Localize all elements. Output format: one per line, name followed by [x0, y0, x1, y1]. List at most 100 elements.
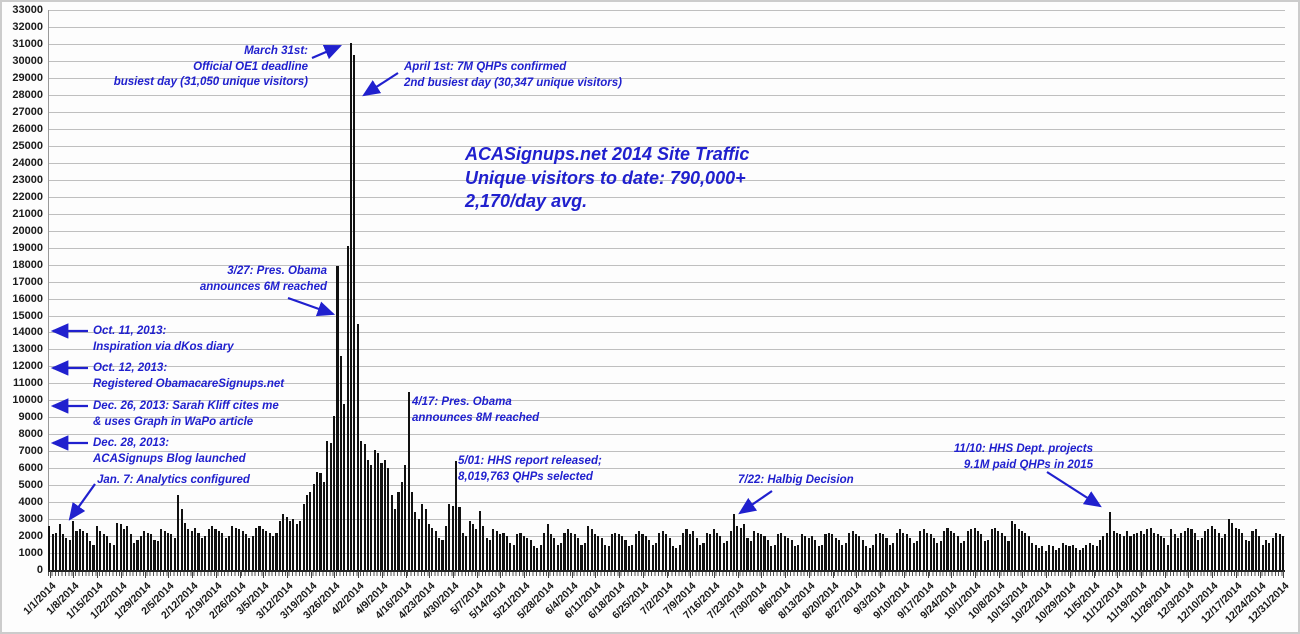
y-tick-label: 31000: [12, 37, 43, 50]
y-tick-label: 17000: [12, 275, 43, 288]
bar-day-56: [234, 527, 237, 570]
bar-day-37: [170, 534, 173, 570]
bar-day-294: [1041, 546, 1044, 570]
bar-day-258: [919, 531, 922, 570]
bar-day-24: [126, 525, 129, 570]
bar-day-179: [651, 544, 654, 570]
bar-day-95: [366, 459, 369, 570]
bar-day-67: [272, 536, 275, 570]
y-tick-label: 27000: [12, 105, 43, 118]
bar-day-347: [1220, 537, 1224, 570]
weekly-tick: [927, 571, 929, 578]
y-tick-label: 33000: [12, 4, 43, 16]
bar-day-262: [932, 537, 935, 570]
bar-day-40: [180, 508, 183, 570]
bar-day-304: [1075, 547, 1078, 570]
bar-day-245: [875, 534, 878, 570]
bar-day-131: [488, 539, 492, 570]
bar-day-255: [909, 537, 912, 570]
bar-day-208: [749, 541, 752, 570]
bar-day-65: [265, 531, 268, 570]
gridline: [48, 10, 1285, 11]
bar-day-219: [787, 537, 790, 570]
y-tick-label: 21000: [12, 207, 43, 220]
bar-day-64: [261, 529, 264, 570]
y-tick-label: 15000: [12, 309, 43, 322]
bar-day-15: [95, 525, 98, 570]
bar-day-134: [499, 534, 502, 570]
bar-day-233: [834, 537, 837, 570]
y-tick-label: 12000: [12, 360, 43, 373]
bar-day-269: [956, 536, 959, 570]
bar-day-281: [997, 531, 1000, 570]
bar-day-116: [438, 537, 441, 570]
bar-day-328: [1156, 534, 1159, 570]
bar-day-303: [1071, 544, 1074, 570]
weekly-tick: [1259, 571, 1261, 578]
bar-day-299: [1058, 547, 1061, 570]
bar-day-251: [895, 532, 898, 570]
bar-day-68: [275, 532, 278, 570]
bar-day-97: [373, 449, 376, 570]
bar-day-173: [631, 544, 634, 570]
bar-day-8: [72, 520, 75, 570]
bar-day-105: [400, 481, 403, 570]
bar-day-4: [58, 524, 61, 570]
bar-day-351: [1234, 527, 1237, 570]
bar-day-211: [760, 534, 763, 570]
bar-day-292: [1034, 544, 1037, 570]
bar-day-91: [353, 55, 356, 570]
bar-day-241: [861, 539, 864, 570]
bar-day-182: [661, 531, 664, 570]
bar-day-338: [1190, 529, 1193, 570]
bar-day-220: [790, 539, 793, 570]
bar-day-353: [1241, 532, 1244, 570]
bar-day-365: [1281, 536, 1285, 570]
bar-day-155: [570, 532, 573, 570]
y-tick-label: 16000: [12, 292, 43, 305]
bar-day-336: [1183, 531, 1186, 570]
bar-day-96: [370, 464, 373, 570]
bar-day-29: [143, 531, 146, 570]
bar-day-157: [577, 537, 580, 570]
bar-day-14: [92, 544, 95, 570]
gridline: [48, 451, 1285, 453]
weekly-tick: [263, 571, 265, 578]
bar-day-189: [685, 529, 688, 570]
weekly-tick: [1212, 571, 1214, 578]
bar-day-5: [61, 534, 64, 570]
bar-day-144: [532, 546, 536, 570]
bar-day-108: [410, 491, 414, 570]
bar-day-238: [851, 531, 854, 570]
weekly-tick: [429, 571, 431, 578]
bar-day-58: [241, 531, 244, 570]
bar-day-55: [231, 525, 234, 570]
bar-day-345: [1214, 529, 1217, 570]
bar-day-314: [1109, 512, 1112, 570]
bar-day-201: [726, 541, 729, 570]
weekly-tick: [500, 571, 502, 578]
bar-day-118: [444, 525, 447, 570]
bar-day-257: [915, 541, 919, 570]
bar-day-57: [238, 529, 241, 570]
bar-day-51: [217, 531, 220, 570]
bar-day-253: [902, 532, 905, 570]
bar-day-117: [441, 539, 444, 570]
bar-day-85: [333, 415, 336, 570]
bar-day-74: [295, 524, 298, 570]
bar-day-59: [244, 534, 247, 570]
gridline: [48, 77, 1285, 79]
y-tick-label: 8000: [18, 428, 43, 441]
bar-day-191: [692, 531, 695, 570]
bar-day-143: [529, 539, 532, 570]
y-tick-label: 18000: [12, 258, 43, 271]
bar-day-263: [936, 542, 939, 570]
annotation-oct11: Oct. 11, 2013: Inspiration via dKos diar…: [93, 325, 234, 353]
bar-day-111: [421, 503, 424, 570]
bar-day-81: [319, 473, 322, 570]
bar-day-267: [949, 531, 952, 570]
gridline: [48, 434, 1285, 436]
bar-day-274: [973, 527, 976, 570]
bar-day-70: [282, 514, 285, 570]
bar-day-260: [926, 532, 929, 570]
